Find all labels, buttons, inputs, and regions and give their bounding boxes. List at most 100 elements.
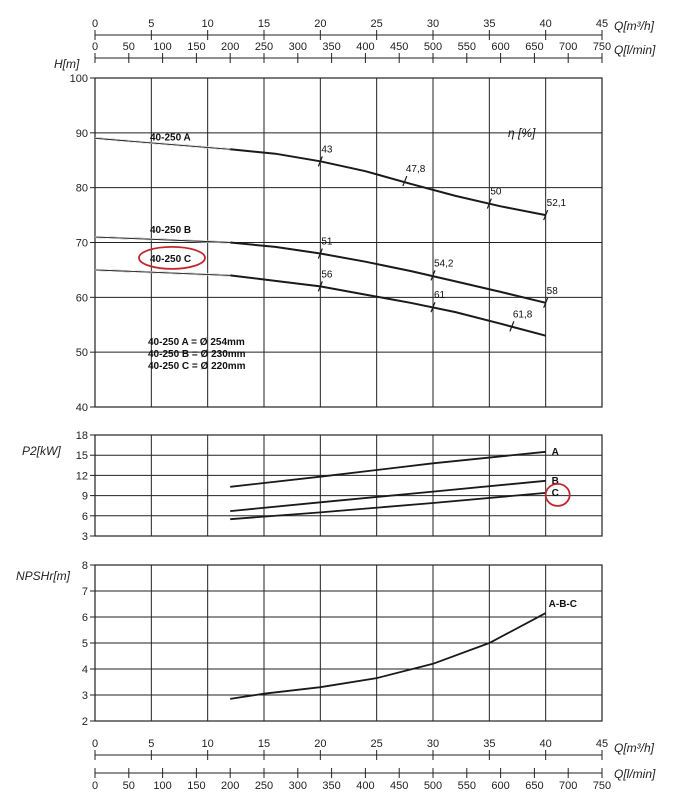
- q-m3h-tick-label: 20: [314, 738, 326, 750]
- efficiency-label: 51: [321, 236, 333, 247]
- q-lmin-tick-label: 600: [491, 780, 509, 792]
- q-lmin-tick-label: 50: [123, 41, 135, 53]
- efficiency-label: 58: [547, 286, 559, 297]
- y-tick-label: 3: [82, 531, 88, 543]
- q-lmin-tick-label: 450: [390, 41, 408, 53]
- q-lmin-tick-label: 350: [322, 41, 340, 53]
- y-tick-label: 4: [82, 664, 88, 676]
- efficiency-label: 54,2: [434, 258, 454, 269]
- highlight-ellipse-c-power: [544, 483, 571, 507]
- y-tick-label: 7: [82, 586, 88, 598]
- series-label: 40-250 C: [150, 254, 191, 265]
- eta-label: η [%]: [508, 126, 536, 140]
- npsh-axis-title: NPSHr[m]: [16, 569, 71, 583]
- series-line-a-b-c: [230, 612, 547, 700]
- top-q-m3h-axis: 0 5 10 15 20 25 30 35 40 450 50 100 150 200 250 300 350 4…: [92, 18, 611, 63]
- series-low-flow-segment: [94, 269, 231, 276]
- efficiency-tick: [543, 209, 549, 221]
- q-lmin-tick-label: 300: [289, 780, 307, 792]
- efficiency-label: 56: [321, 269, 333, 280]
- q-lmin-tick-label: 200: [221, 41, 239, 53]
- q-lmin-tick-label: 250: [255, 780, 273, 792]
- q-lmin-tick-label: 700: [559, 780, 577, 792]
- q-m3h-tick-label: 20: [314, 18, 326, 30]
- y-tick-label: 6: [82, 612, 88, 624]
- efficiency-label: 52,1: [547, 198, 567, 209]
- y-tick-label: 5: [82, 638, 88, 650]
- q-lmin-tick-label: 550: [458, 41, 476, 53]
- efficiency-label: 50: [490, 187, 502, 198]
- q-lmin-tick-label: 400: [356, 780, 374, 792]
- series-label: 40-250 A: [150, 133, 191, 144]
- y-tick-label: 12: [76, 470, 88, 482]
- q-m3h-tick-label: 10: [202, 18, 214, 30]
- q-m3h-tick-label: 25: [371, 738, 383, 750]
- q-lmin-tick-label: 150: [187, 780, 205, 792]
- q-lmin-tick-label: 350: [322, 780, 340, 792]
- q-m3h-tick-label: 35: [483, 18, 495, 30]
- q-lmin-tick-label: 250: [255, 41, 273, 53]
- q-lmin-tick-label: 650: [525, 41, 543, 53]
- q-m3h-tick-label: 5: [148, 18, 154, 30]
- q-lmin-tick-label: 150: [187, 41, 205, 53]
- impeller-note: 40-250 C = Ø 220mm: [148, 361, 246, 372]
- efficiency-tick: [543, 297, 549, 309]
- q-m3h-tick-label: 25: [371, 18, 383, 30]
- q-m3h-tick-label: 45: [596, 738, 608, 750]
- q-lmin-tick-label: 300: [289, 41, 307, 53]
- y-tick-label: 70: [76, 238, 88, 250]
- efficiency-label: 61: [434, 290, 446, 301]
- y-tick-label: 3: [82, 690, 88, 702]
- y-tick-label: 100: [70, 73, 88, 85]
- q-lmin-tick-label: 200: [221, 780, 239, 792]
- efficiency-label: 61,8: [513, 309, 533, 320]
- q-lmin-tick-label: 750: [593, 780, 611, 792]
- q-lmin-tick-label: 600: [491, 41, 509, 53]
- power-series-label: A: [552, 447, 559, 458]
- efficiency-tick: [430, 270, 436, 281]
- q-lmin-tick-label: 100: [153, 780, 171, 792]
- q-lmin-tick-label: 50: [123, 780, 135, 792]
- y-tick-label: 60: [76, 292, 88, 304]
- q-m3h-tick-label: 0: [92, 18, 98, 30]
- series-line-b: [230, 479, 546, 512]
- series-line-40-250-a: [94, 137, 546, 217]
- q-lmin-tick-label: 0: [92, 780, 98, 792]
- series-line-a: [230, 450, 546, 488]
- q-lmin-tick-label: 0: [92, 41, 98, 53]
- plot-frame: [94, 434, 603, 537]
- q-lmin-tick-label: 400: [356, 41, 374, 53]
- q-lmin-tick-label: 500: [424, 780, 442, 792]
- series-line-40-250-c: [94, 268, 546, 337]
- q-m3h-tick-label: 45: [596, 18, 608, 30]
- q-lmin-tick-label: 450: [390, 780, 408, 792]
- npsh-chart: 2 3 4 5 6 7 8 A-B-C: [82, 560, 603, 728]
- q-m3h-tick-label: 15: [258, 738, 270, 750]
- bottom-q-m3h-axis: 0 5 10 15 20 25 30 35 40 450 50 100 150 200 250 300 350 4…: [92, 738, 611, 792]
- y-tick-label: 50: [76, 347, 88, 359]
- q-m3h-tick-label: 30: [427, 738, 439, 750]
- q-lmin-tick-label: 100: [153, 41, 171, 53]
- y-tick-label: 18: [76, 430, 88, 442]
- y-tick-label: 2: [82, 716, 88, 728]
- npsh-series-label: A-B-C: [549, 599, 577, 610]
- power-series-label: B: [552, 476, 559, 487]
- q-lmin-tick-label: 700: [559, 41, 577, 53]
- power-axis-title: P2[kW]: [22, 444, 61, 458]
- q-m3h-tick-label: 30: [427, 18, 439, 30]
- q-m3h-tick-label: 35: [483, 738, 495, 750]
- bottom-q-lmin-axis-title: Q[l/min]: [614, 767, 656, 781]
- efficiency-tick: [486, 198, 492, 209]
- series-label: 40-250 B: [150, 225, 191, 236]
- impeller-note: 40-250 B = Ø 230mm: [148, 349, 246, 360]
- efficiency-tick: [317, 281, 323, 292]
- series-line-c: [230, 492, 546, 521]
- series-line-40-250-b: [94, 236, 546, 304]
- efficiency-tick: [509, 321, 515, 332]
- highlight-ellipse-c: [138, 245, 206, 270]
- y-tick-label: 90: [76, 128, 88, 140]
- y-tick-label: 8: [82, 560, 88, 572]
- top-q-lmin-axis-title: Q[l/min]: [614, 43, 656, 57]
- y-tick-label: 9: [82, 491, 88, 503]
- efficiency-tick: [430, 301, 436, 313]
